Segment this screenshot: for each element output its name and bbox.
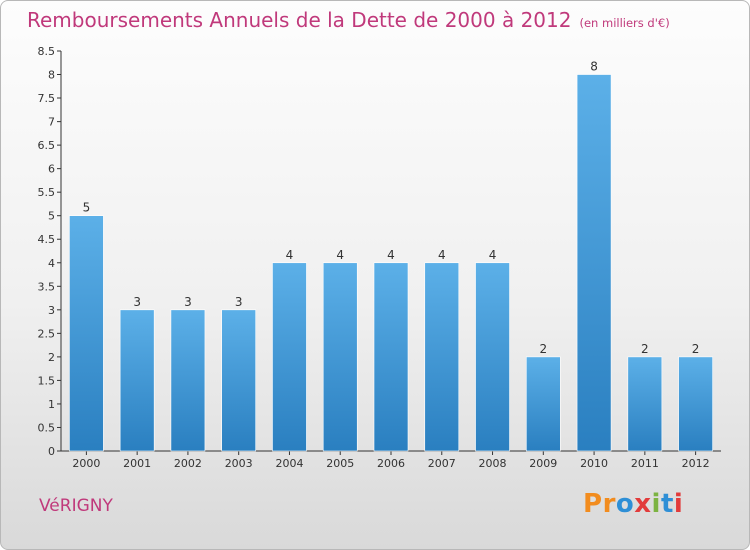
y-tick-label: 1.5 <box>38 374 56 387</box>
y-tick-label: 5.5 <box>38 186 56 199</box>
bar-2008 <box>475 262 510 452</box>
y-tick-label: 0.5 <box>38 421 56 434</box>
y-tick-label: 8.5 <box>38 45 56 58</box>
y-tick-label: 7.5 <box>38 92 56 105</box>
bar-2003 <box>221 309 256 452</box>
x-tick-label: 2000 <box>72 457 100 470</box>
x-tick-label: 2001 <box>123 457 151 470</box>
x-tick-label: 2002 <box>174 457 202 470</box>
chart-title-unit: (en milliers d'€) <box>579 16 670 30</box>
y-tick-label: 6.5 <box>38 139 56 152</box>
data-label-2000: 5 <box>83 201 91 215</box>
y-tick-label: 4.5 <box>38 233 56 246</box>
y-tick-label: 5 <box>48 210 55 223</box>
chart-title-text: Remboursements Annuels de la Dette de 20… <box>27 8 572 32</box>
x-tick-label: 2009 <box>529 457 557 470</box>
logo-letter: i <box>673 489 684 519</box>
data-label-2001: 3 <box>133 295 141 309</box>
data-label-2009: 2 <box>539 342 547 356</box>
x-tick-label: 2011 <box>631 457 659 470</box>
x-tick-label: 2012 <box>682 457 710 470</box>
data-label-2006: 4 <box>387 248 395 262</box>
x-tick-label: 2006 <box>377 457 405 470</box>
y-tick-label: 2 <box>48 351 55 364</box>
data-label-2004: 4 <box>286 248 294 262</box>
y-tick-label: 7 <box>48 116 55 129</box>
bar-2004 <box>272 262 307 452</box>
bar-2009 <box>526 356 561 452</box>
y-tick-label: 3.5 <box>38 280 56 293</box>
y-tick-label: 0 <box>48 445 55 458</box>
bar-2005 <box>322 262 358 452</box>
logo-letter: r <box>602 489 616 519</box>
x-tick-label: 2008 <box>479 457 507 470</box>
data-label-2002: 3 <box>184 295 192 309</box>
bar-2007 <box>424 262 460 452</box>
y-tick-label: 8 <box>48 69 55 82</box>
x-tick-label: 2010 <box>580 457 608 470</box>
bar-2011 <box>627 356 663 452</box>
chart-title: Remboursements Annuels de la Dette de 20… <box>27 8 670 32</box>
x-tick-label: 2003 <box>225 457 253 470</box>
x-tick-label: 2005 <box>326 457 354 470</box>
chart-axes: 0 0.5 1 1.5 2 2.5 3 3.5 4 4.5 5 5.5 6 6.5 7 7.5 8 8.5 2000… <box>38 45 721 470</box>
bar-2006 <box>373 262 409 452</box>
y-tick-label: 3 <box>48 304 55 317</box>
bar-2012 <box>678 356 713 452</box>
x-tick-label: 2007 <box>428 457 456 470</box>
bar-2010 <box>576 74 612 452</box>
logo-letter: P <box>583 489 603 519</box>
logo-letter: t <box>660 489 674 519</box>
y-tick-label: 6 <box>48 163 55 176</box>
chart-bars <box>69 74 713 452</box>
data-label-2005: 4 <box>336 248 344 262</box>
data-label-2010: 8 <box>590 60 598 74</box>
y-tick-label: 4 <box>48 257 55 270</box>
chart-data-labels: 5 3 3 3 4 4 4 4 4 2 8 2 2 <box>83 60 700 356</box>
logo-letter: i <box>651 489 661 519</box>
logo-letter: x <box>634 489 652 519</box>
data-label-2007: 4 <box>438 248 446 262</box>
city-name: VéRIGNY <box>39 496 113 516</box>
data-label-2012: 2 <box>692 342 700 356</box>
y-tick-label: 1 <box>48 398 55 411</box>
y-tick-label: 2.5 <box>38 327 56 340</box>
data-label-2008: 4 <box>489 248 497 262</box>
bar-2000 <box>69 215 104 452</box>
data-label-2011: 2 <box>641 342 649 356</box>
x-tick-label: 2004 <box>275 457 303 470</box>
bar-2002 <box>170 309 206 452</box>
bar-2001 <box>119 309 155 452</box>
proxiti-logo[interactable]: Proxiti <box>583 489 683 519</box>
logo-letter: o <box>615 489 635 519</box>
data-label-2003: 3 <box>235 295 243 309</box>
